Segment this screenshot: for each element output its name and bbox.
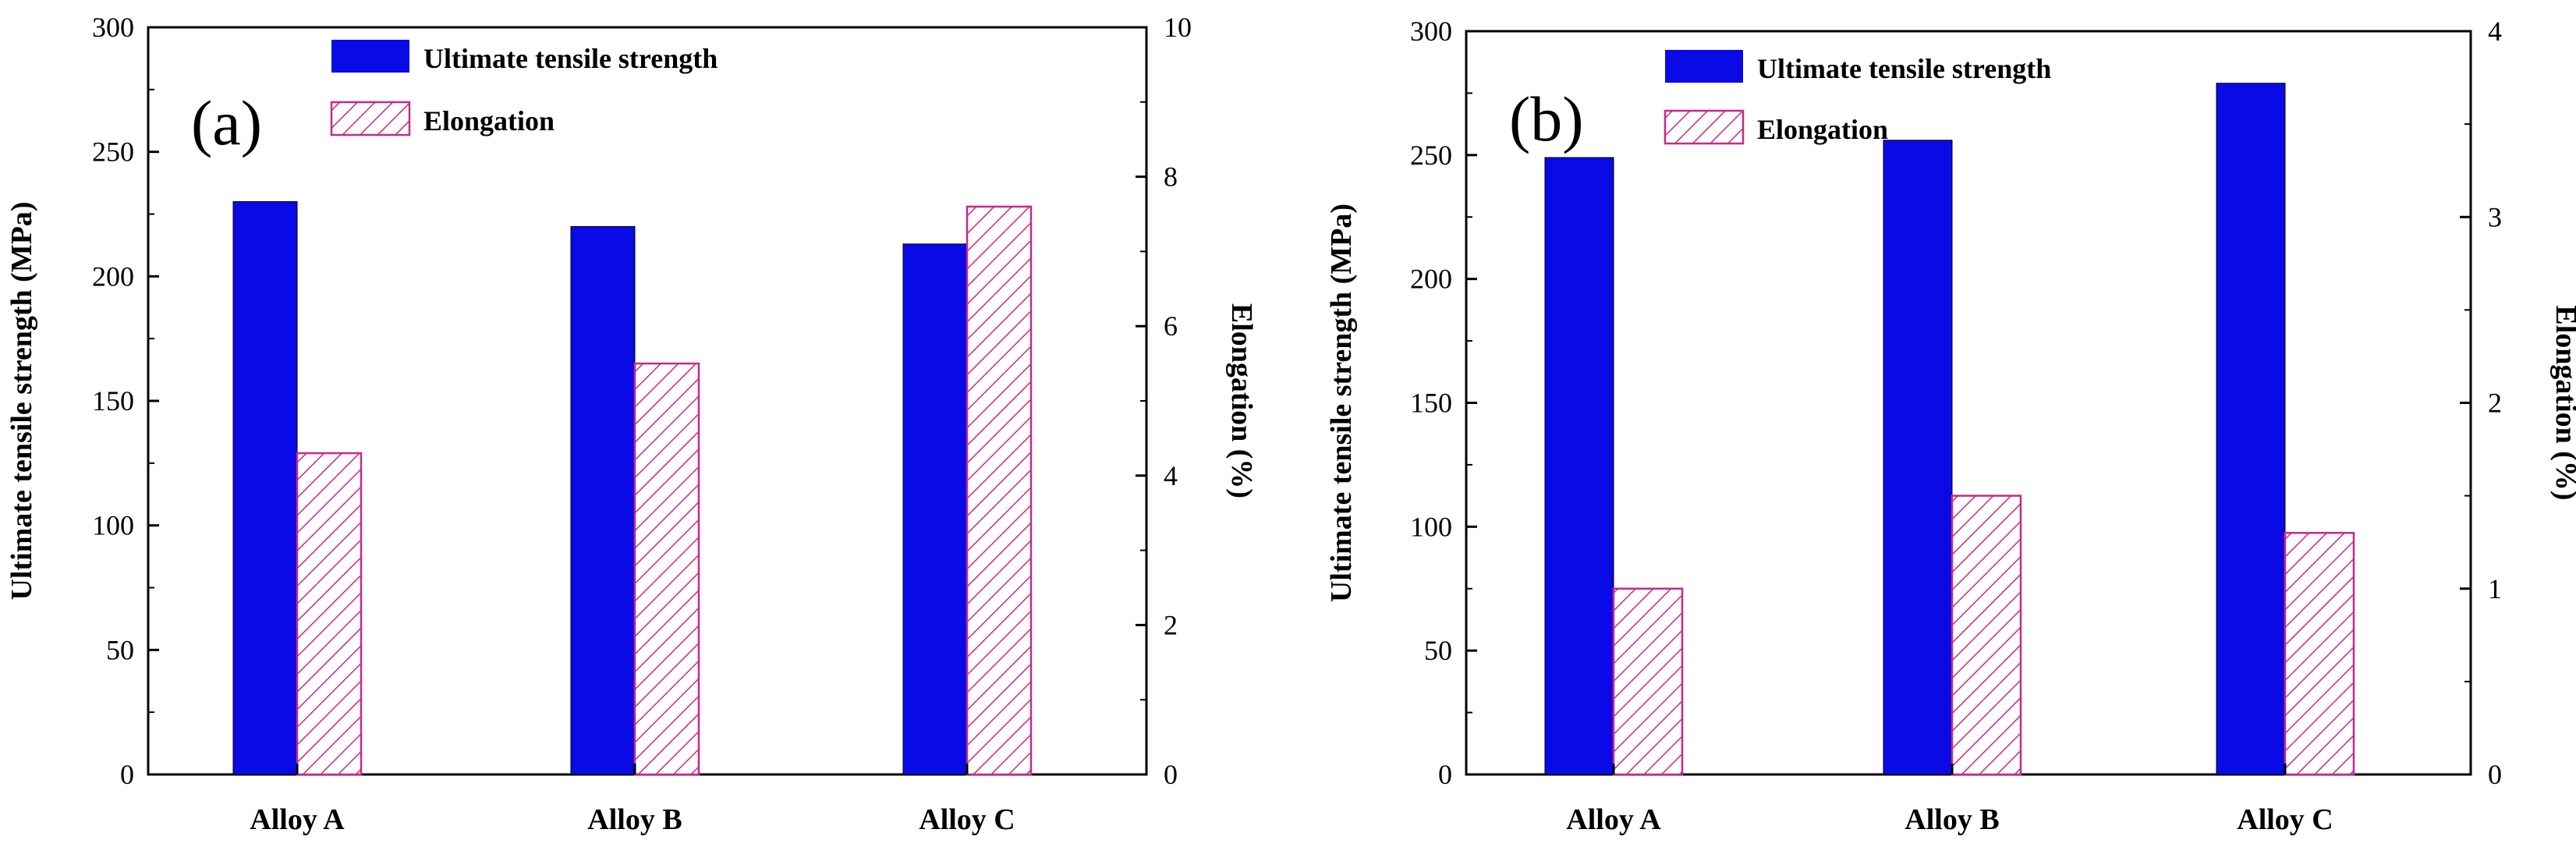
y-tick-label: 0 (1438, 759, 1452, 790)
bar-elongation-a-3 (966, 205, 1033, 776)
bar-uts-b-3 (2216, 83, 2286, 775)
bar-elongation-b-2 (1951, 494, 2022, 776)
y2-tick-label: 10 (1164, 12, 1192, 43)
legend-label-uts: Ultimate tensile strength (1757, 53, 2051, 84)
x-category-label: Alloy B (587, 803, 682, 836)
x-category-label: Alloy A (1566, 803, 1661, 836)
y-tick-label: 100 (92, 510, 134, 541)
y2-tick-label: 1 (2488, 573, 2502, 604)
chart-panel-b: 0 50 100 150 200 250 300 0 1 2 3 4 Alloy A Alloy B All… (1325, 16, 2576, 836)
bar-uts-b-2 (1883, 140, 1953, 775)
x-category-label: Alloy A (250, 803, 345, 836)
y-tick-label: 200 (1410, 264, 1452, 295)
legend-swatch-uts (1665, 50, 1743, 83)
y2-tick-label: 0 (2488, 759, 2502, 790)
bar-elongation-a-2 (633, 362, 700, 776)
y-tick-label: 250 (1410, 140, 1452, 171)
panel-label: (a) (191, 87, 262, 158)
legend-label-elongation: Elongation (423, 105, 555, 136)
y2-tick-label: 4 (1164, 460, 1178, 491)
bar-uts-a-3 (902, 243, 968, 775)
y-axis-title: Ultimate tensile strength (MPa) (5, 201, 38, 600)
y2-tick-label: 2 (1164, 609, 1178, 640)
y2-axis-title: Elongation (%) (1225, 303, 1258, 498)
y-tick-label: 250 (92, 136, 134, 168)
y-tick-label: 300 (92, 12, 134, 43)
legend-swatch-elongation (330, 101, 411, 136)
y2-tick-label: 0 (1164, 759, 1178, 790)
legend-label-uts: Ultimate tensile strength (423, 43, 718, 74)
bar-elongation-b-1 (1612, 587, 1684, 776)
y2-tick-label: 8 (1164, 161, 1178, 193)
x-category-label: Alloy B (1905, 803, 1999, 836)
legend-swatch-elongation (1664, 109, 1745, 145)
y-tick-label: 300 (1410, 16, 1452, 47)
panel-label: (b) (1509, 83, 1584, 154)
y2-axis-title: Elongation (%) (2549, 305, 2576, 500)
y-tick-label: 50 (1424, 635, 1452, 666)
chart-panel-a: 0 50 100 150 200 250 300 0 2 4 6 8 10 Alloy A Alloy B A… (5, 12, 1258, 836)
y-tick-label: 50 (106, 634, 134, 665)
y-tick-label: 200 (92, 260, 134, 292)
y-tick-label: 150 (1410, 388, 1452, 419)
y2-tick-label: 3 (2488, 201, 2502, 232)
x-category-label: Alloy C (2237, 803, 2333, 836)
bar-uts-b-1 (1544, 157, 1614, 775)
y-tick-label: 100 (1410, 511, 1452, 542)
x-category-label: Alloy C (919, 803, 1015, 836)
bar-uts-a-1 (232, 201, 298, 775)
legend-swatch-uts (331, 40, 409, 73)
y2-tick-label: 4 (2488, 16, 2502, 47)
y2-tick-label: 2 (2488, 388, 2502, 419)
legend-label-elongation: Elongation (1757, 114, 1888, 145)
bar-elongation-b-3 (2284, 532, 2355, 776)
y2-tick-label: 6 (1164, 310, 1178, 342)
bar-elongation-a-1 (296, 452, 363, 776)
y-axis-title: Ultimate tensile strength (MPa) (1325, 204, 1358, 602)
y-tick-label: 150 (92, 385, 134, 416)
y-tick-label: 0 (120, 759, 134, 790)
bar-uts-a-2 (570, 225, 636, 775)
